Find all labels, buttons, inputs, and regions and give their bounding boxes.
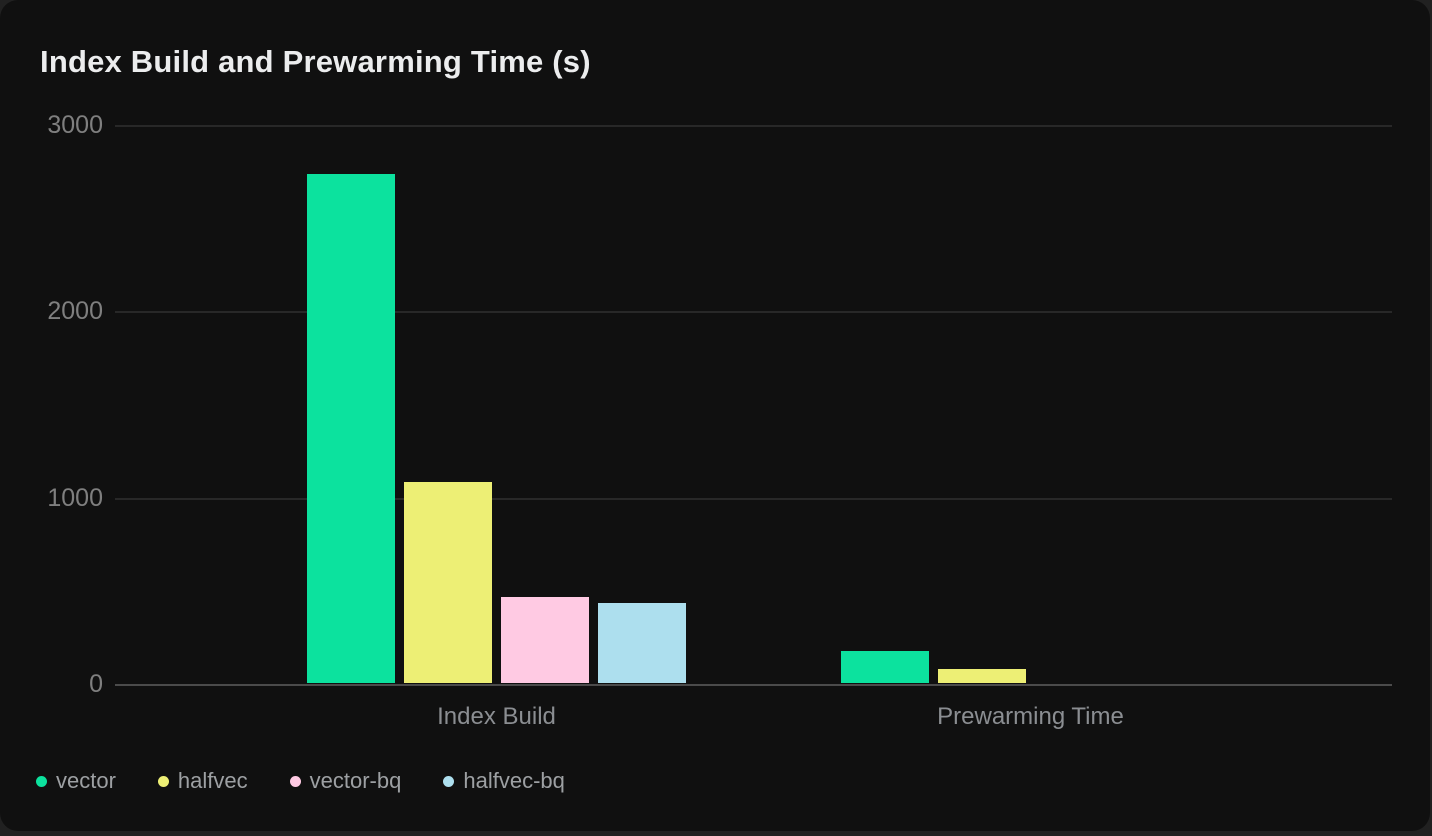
legend-dot-icon xyxy=(289,775,301,787)
legend-dot-icon xyxy=(157,775,169,787)
y-tick-label-2000: 2000 xyxy=(47,297,103,326)
legend-label: halfvec xyxy=(177,768,248,793)
bar-vector-bq-index-build[interactable] xyxy=(501,597,589,683)
chart-title: Index Build and Prewarming Time (s) xyxy=(40,44,591,79)
gridline-3000 xyxy=(115,125,1392,127)
bar-vector-index-build[interactable] xyxy=(307,174,395,683)
y-tick-label-3000: 3000 xyxy=(47,111,103,139)
bar-group-prewarming-time xyxy=(841,651,1220,683)
legend-dot-icon xyxy=(36,775,47,787)
plot-area xyxy=(115,125,1392,686)
legend-label: vector-bq xyxy=(309,768,402,793)
bar-vector-prewarming-time[interactable] xyxy=(841,651,929,683)
legend-label: halfvec-bq xyxy=(463,768,565,793)
gridline-1000 xyxy=(115,497,1392,500)
x-category-label-prewarming-time: Prewarming Time xyxy=(937,703,1124,730)
bar-halfvec-prewarming-time[interactable] xyxy=(938,669,1026,683)
bar-halfvec-index-build[interactable] xyxy=(404,482,492,683)
y-tick-label-0: 0 xyxy=(89,670,103,698)
bar-group-index-build xyxy=(307,174,686,683)
legend-item-halfvec-bq[interactable]: halfvec-bq xyxy=(443,768,565,794)
legend-dot-icon xyxy=(443,775,455,787)
x-axis-line xyxy=(115,684,1392,686)
legend-label: vector xyxy=(56,768,116,793)
legend-item-vector-bq[interactable]: vector-bq xyxy=(289,768,402,794)
legend-item-halfvec[interactable]: halfvec xyxy=(157,768,248,794)
bar-halfvec-bq-index-build[interactable] xyxy=(598,603,686,683)
legend: vector halfvec vector-bq halfvec-bq xyxy=(36,768,565,794)
legend-item-vector[interactable]: vector xyxy=(36,768,116,794)
gridline-2000 xyxy=(115,311,1392,314)
x-category-label-index-build: Index Build xyxy=(437,703,556,730)
y-tick-label-1000: 1000 xyxy=(47,483,103,512)
